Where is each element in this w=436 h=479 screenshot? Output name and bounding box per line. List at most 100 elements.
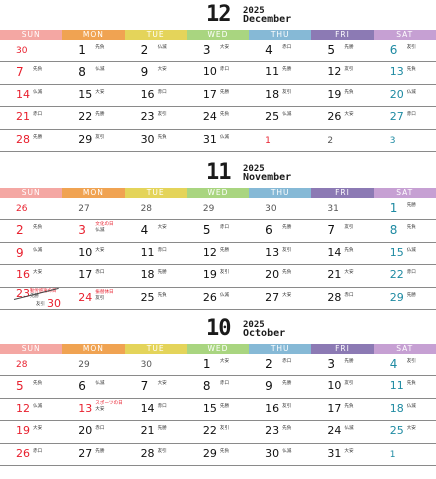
day-cell[interactable]: 18 先勝	[125, 265, 187, 287]
day-cell[interactable]: 20 仏滅	[374, 85, 436, 107]
day-cell[interactable]: 11 先勝	[249, 62, 311, 84]
day-cell[interactable]: 15 大安	[62, 85, 124, 107]
day-cell[interactable]: 22 友引	[187, 421, 249, 443]
day-cell[interactable]: 25 仏滅	[249, 107, 311, 129]
day-cell[interactable]: 16 大安	[0, 265, 62, 287]
day-cell[interactable]: 17 赤口	[62, 265, 124, 287]
day-cell[interactable]: 6 先勝	[249, 220, 311, 242]
day-cell[interactable]: 26	[0, 198, 62, 220]
day-cell[interactable]: 17 先負	[311, 399, 373, 421]
day-cell[interactable]: 26 大安	[311, 107, 373, 129]
day-cell[interactable]: 9 先勝	[249, 376, 311, 398]
day-cell[interactable]: 28	[125, 198, 187, 220]
day-cell[interactable]: 17 先勝	[187, 85, 249, 107]
day-cell[interactable]: 2 仏滅	[125, 40, 187, 62]
day-cell[interactable]: 18 友引	[249, 85, 311, 107]
day-cell[interactable]: 5 先勝	[311, 40, 373, 62]
day-cell[interactable]: 30	[125, 354, 187, 376]
day-cell[interactable]: 30 仏滅	[249, 444, 311, 466]
day-cell[interactable]: 1 先負	[62, 40, 124, 62]
day-cell[interactable]: 3 大安	[187, 40, 249, 62]
day-cell[interactable]: 11 先負	[374, 376, 436, 398]
day-cell[interactable]: 9 大安	[125, 62, 187, 84]
day-cell[interactable]: 7 友引	[311, 220, 373, 242]
day-cell[interactable]: 4 赤口	[249, 40, 311, 62]
day-cell[interactable]: 10 赤口	[187, 62, 249, 84]
day-cell[interactable]: 19 先負	[311, 85, 373, 107]
day-cell[interactable]: 14 赤口	[125, 399, 187, 421]
day-cell[interactable]: 1	[374, 444, 436, 466]
day-cell[interactable]: 19 大安	[0, 421, 62, 443]
day-cell[interactable]: 28	[0, 354, 62, 376]
day-cell[interactable]: 20 赤口	[62, 421, 124, 443]
day-cell[interactable]: 13 先負	[374, 62, 436, 84]
day-cell[interactable]: 14 仏滅	[0, 85, 62, 107]
day-cell[interactable]: 26 赤口	[0, 444, 62, 466]
day-cell[interactable]: 30	[0, 40, 62, 62]
day-cell[interactable]: 21 赤口	[0, 107, 62, 129]
day-cell[interactable]: 22 先勝	[62, 107, 124, 129]
day-cell[interactable]: 24 振替休日 友引	[62, 288, 124, 310]
day-cell[interactable]: 14 先負	[311, 243, 373, 265]
day-cell[interactable]: 1 大安	[187, 354, 249, 376]
day-cell[interactable]: 18 仏滅	[374, 399, 436, 421]
day-cell[interactable]: 8 先負	[374, 220, 436, 242]
day-cell[interactable]: 2 赤口	[249, 354, 311, 376]
day-cell[interactable]: 8 赤口	[187, 376, 249, 398]
day-cell[interactable]: 25 大安	[374, 421, 436, 443]
day-cell[interactable]: 13 友引	[249, 243, 311, 265]
day-cell[interactable]: 31	[311, 198, 373, 220]
day-cell[interactable]: 4 大安	[125, 220, 187, 242]
day-cell[interactable]: 11 赤口	[125, 243, 187, 265]
day-cell[interactable]: 20 先負	[249, 265, 311, 287]
day-cell[interactable]: 6 仏滅	[62, 376, 124, 398]
day-cell[interactable]: 23 友引	[125, 107, 187, 129]
day-cell[interactable]: 29	[62, 354, 124, 376]
day-cell[interactable]: 13 スポーツの日 大安	[62, 399, 124, 421]
day-cell[interactable]: 21 大安	[311, 265, 373, 287]
day-cell[interactable]: 15 仏滅	[374, 243, 436, 265]
day-cell[interactable]: 29	[187, 198, 249, 220]
day-cell[interactable]: 24 仏滅	[311, 421, 373, 443]
day-cell[interactable]: 27 大安	[249, 288, 311, 310]
day-cell[interactable]: 16 友引	[249, 399, 311, 421]
day-cell[interactable]: 31 大安	[311, 444, 373, 466]
day-cell[interactable]: 7 大安	[125, 376, 187, 398]
day-cell[interactable]: 2 先負	[0, 220, 62, 242]
day-cell[interactable]: 7 先負	[0, 62, 62, 84]
day-cell[interactable]: 6 友引	[374, 40, 436, 62]
day-cell[interactable]: 27 赤口	[374, 107, 436, 129]
day-cell[interactable]: 28 先勝	[0, 130, 62, 152]
day-cell[interactable]: 3	[374, 130, 436, 152]
day-cell[interactable]: 28 赤口	[311, 288, 373, 310]
day-cell[interactable]: 21 先勝	[125, 421, 187, 443]
day-cell[interactable]: 23勤労感謝の日先勝友引30	[0, 287, 62, 310]
day-cell[interactable]: 30 先負	[125, 130, 187, 152]
day-cell[interactable]: 12 友引	[311, 62, 373, 84]
day-cell[interactable]: 5 赤口	[187, 220, 249, 242]
day-cell[interactable]: 19 友引	[187, 265, 249, 287]
day-cell[interactable]: 24 先負	[187, 107, 249, 129]
day-cell[interactable]: 25 先負	[125, 288, 187, 310]
day-cell[interactable]: 4 友引	[374, 354, 436, 376]
day-cell[interactable]: 1	[249, 130, 311, 152]
day-cell[interactable]: 12 仏滅	[0, 399, 62, 421]
day-cell[interactable]: 1 先勝	[374, 198, 436, 220]
day-cell[interactable]: 12 先勝	[187, 243, 249, 265]
day-cell[interactable]: 3 文化の日 仏滅	[62, 220, 124, 242]
day-cell[interactable]: 29 友引	[62, 130, 124, 152]
day-cell[interactable]: 10 友引	[311, 376, 373, 398]
day-cell[interactable]: 5 先負	[0, 376, 62, 398]
day-cell[interactable]: 28 友引	[125, 444, 187, 466]
day-cell[interactable]: 30	[249, 198, 311, 220]
day-cell[interactable]: 23 先負	[249, 421, 311, 443]
day-cell[interactable]: 8 仏滅	[62, 62, 124, 84]
day-cell[interactable]: 3 先勝	[311, 354, 373, 376]
day-cell[interactable]: 15 先勝	[187, 399, 249, 421]
day-cell[interactable]: 29 先負	[187, 444, 249, 466]
day-cell[interactable]: 10 大安	[62, 243, 124, 265]
day-cell[interactable]: 27	[62, 198, 124, 220]
day-cell[interactable]: 31 仏滅	[187, 130, 249, 152]
day-cell[interactable]: 29 先勝	[374, 288, 436, 310]
day-cell[interactable]: 16 赤口	[125, 85, 187, 107]
